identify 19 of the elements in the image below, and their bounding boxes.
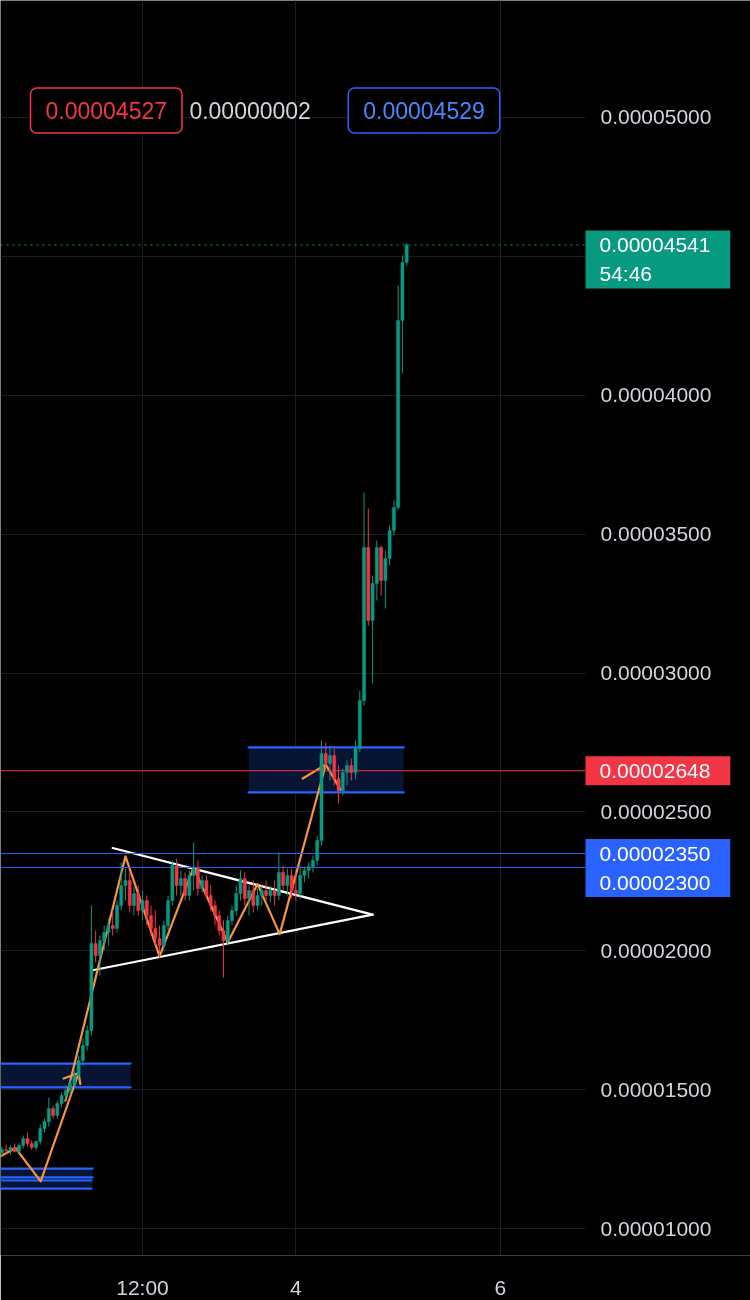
y-tick-label: 0.00005000: [600, 105, 712, 129]
y-tick-label: 0.00003500: [600, 522, 712, 546]
annotation: 0.00004529: [363, 98, 485, 124]
y-tick-label: 0.00002500: [600, 799, 712, 823]
annotation: 54:46: [599, 262, 653, 286]
y-tick-label: 0.00001000: [600, 1216, 712, 1240]
ref-line-label: 0.00004541: [599, 232, 711, 256]
ref-line-label: 0.00002300: [599, 870, 711, 894]
x-tick-label: 4: [290, 1275, 303, 1299]
y-tick-label: 0.00001500: [600, 1077, 712, 1101]
y-tick-label: 0.00003000: [600, 661, 712, 684]
ref-line-label: 0.00002350: [599, 841, 711, 865]
x-tick-label: 12:00: [116, 1275, 169, 1299]
y-tick-label: 0.00004000: [600, 383, 712, 407]
y-tick-label: 0.00002000: [600, 938, 712, 962]
annotation: 0.00004527: [45, 98, 168, 124]
annotation: 0.00000002: [189, 98, 311, 124]
ref-line-label: 0.00002648: [599, 758, 711, 782]
x-tick-label: 6: [494, 1275, 507, 1299]
